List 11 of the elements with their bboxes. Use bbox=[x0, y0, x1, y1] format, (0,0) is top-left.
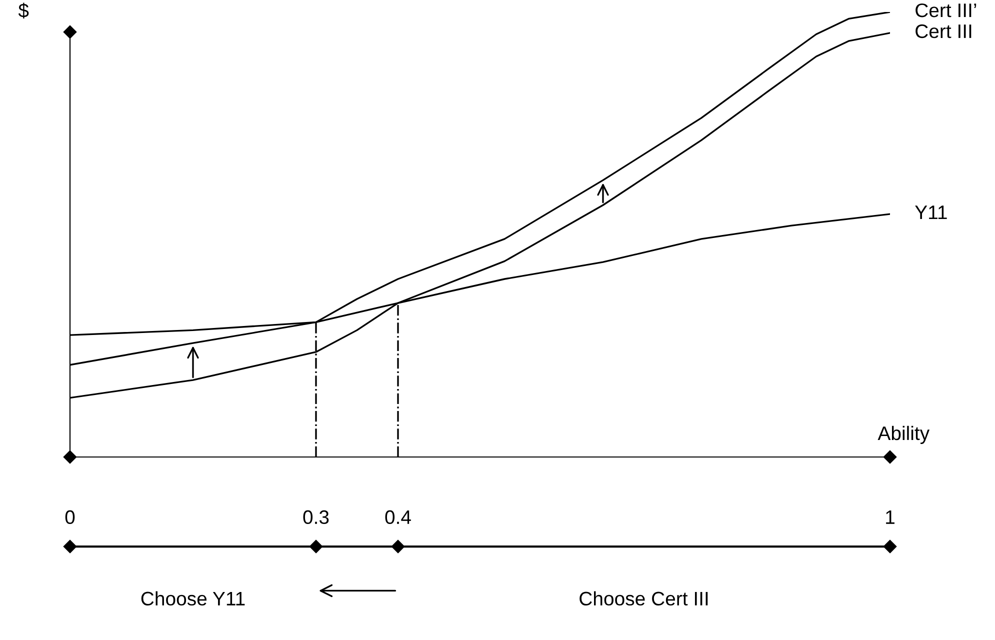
text: Choose Y11 bbox=[141, 591, 245, 606]
series-label: Cert III’ bbox=[916, 3, 976, 18]
series-label: Cert III bbox=[916, 24, 972, 38]
x-tick-label: 0.3 bbox=[303, 510, 329, 524]
x-axis-title: Ability bbox=[878, 426, 930, 444]
text: Choose Cert III bbox=[580, 591, 708, 606]
y-axis-title: $ bbox=[18, 2, 29, 19]
x-tick-label: 1 bbox=[886, 510, 894, 524]
x-tick-label: 0 bbox=[65, 510, 75, 524]
x-tick-label: 0.4 bbox=[385, 510, 411, 524]
series-label: Y11 bbox=[915, 206, 947, 220]
